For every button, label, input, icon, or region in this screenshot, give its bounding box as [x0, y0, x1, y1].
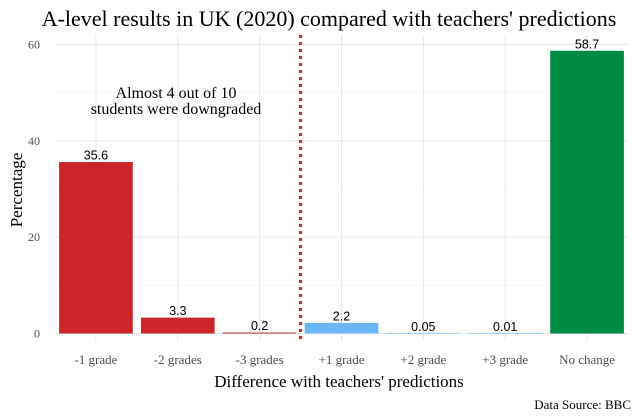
bar — [59, 162, 133, 334]
x-axis-ticks: -1 grade -2 grades -3 grades +1 grade +2 gra… — [74, 352, 615, 367]
bar-value-label: 0.2 — [251, 319, 268, 333]
bar-value-label: 2.2 — [333, 309, 350, 323]
y-tick-label: 0 — [34, 327, 40, 341]
annotation-line-2: students were downgraded — [91, 101, 262, 118]
chart-title: A-level results in UK (2020) compared wi… — [42, 6, 617, 31]
y-tick-label: 40 — [28, 134, 40, 148]
x-tick-label: +3 grade — [482, 352, 528, 367]
bar — [550, 50, 624, 334]
y-axis-title: Percentage — [7, 153, 26, 228]
bar-value-label: 58.7 — [575, 37, 599, 51]
gridlines — [55, 35, 628, 341]
x-tick-label: -1 grade — [74, 352, 117, 367]
bar-value-label: 0.01 — [493, 320, 517, 334]
bar — [304, 322, 379, 334]
x-tick-label: +2 grade — [400, 352, 446, 367]
x-tick-label: -3 grades — [236, 352, 284, 367]
bar — [140, 317, 215, 334]
data-source-caption: Data Source: BBC — [534, 397, 631, 412]
x-tick-label: +1 grade — [319, 352, 365, 367]
annotation-line-1: Almost 4 out of 10 — [116, 85, 237, 102]
value-labels: 35.6 3.3 0.2 2.2 0.05 0.01 58.7 — [84, 37, 600, 334]
y-tick-label: 20 — [28, 230, 40, 244]
x-tick-label: No change — [559, 352, 615, 367]
bar-value-label: 3.3 — [169, 304, 186, 318]
bar-value-label: 0.05 — [411, 320, 435, 334]
x-axis-title: Difference with teachers' predictions — [214, 372, 464, 391]
bar — [386, 332, 461, 334]
bars — [59, 50, 624, 334]
bar — [468, 332, 543, 334]
x-tick-label: -2 grades — [154, 352, 202, 367]
y-tick-label: 60 — [28, 38, 40, 52]
bar — [222, 332, 297, 334]
bar-value-label: 35.6 — [84, 149, 108, 163]
y-axis-ticks: 0 20 40 60 — [28, 38, 40, 341]
